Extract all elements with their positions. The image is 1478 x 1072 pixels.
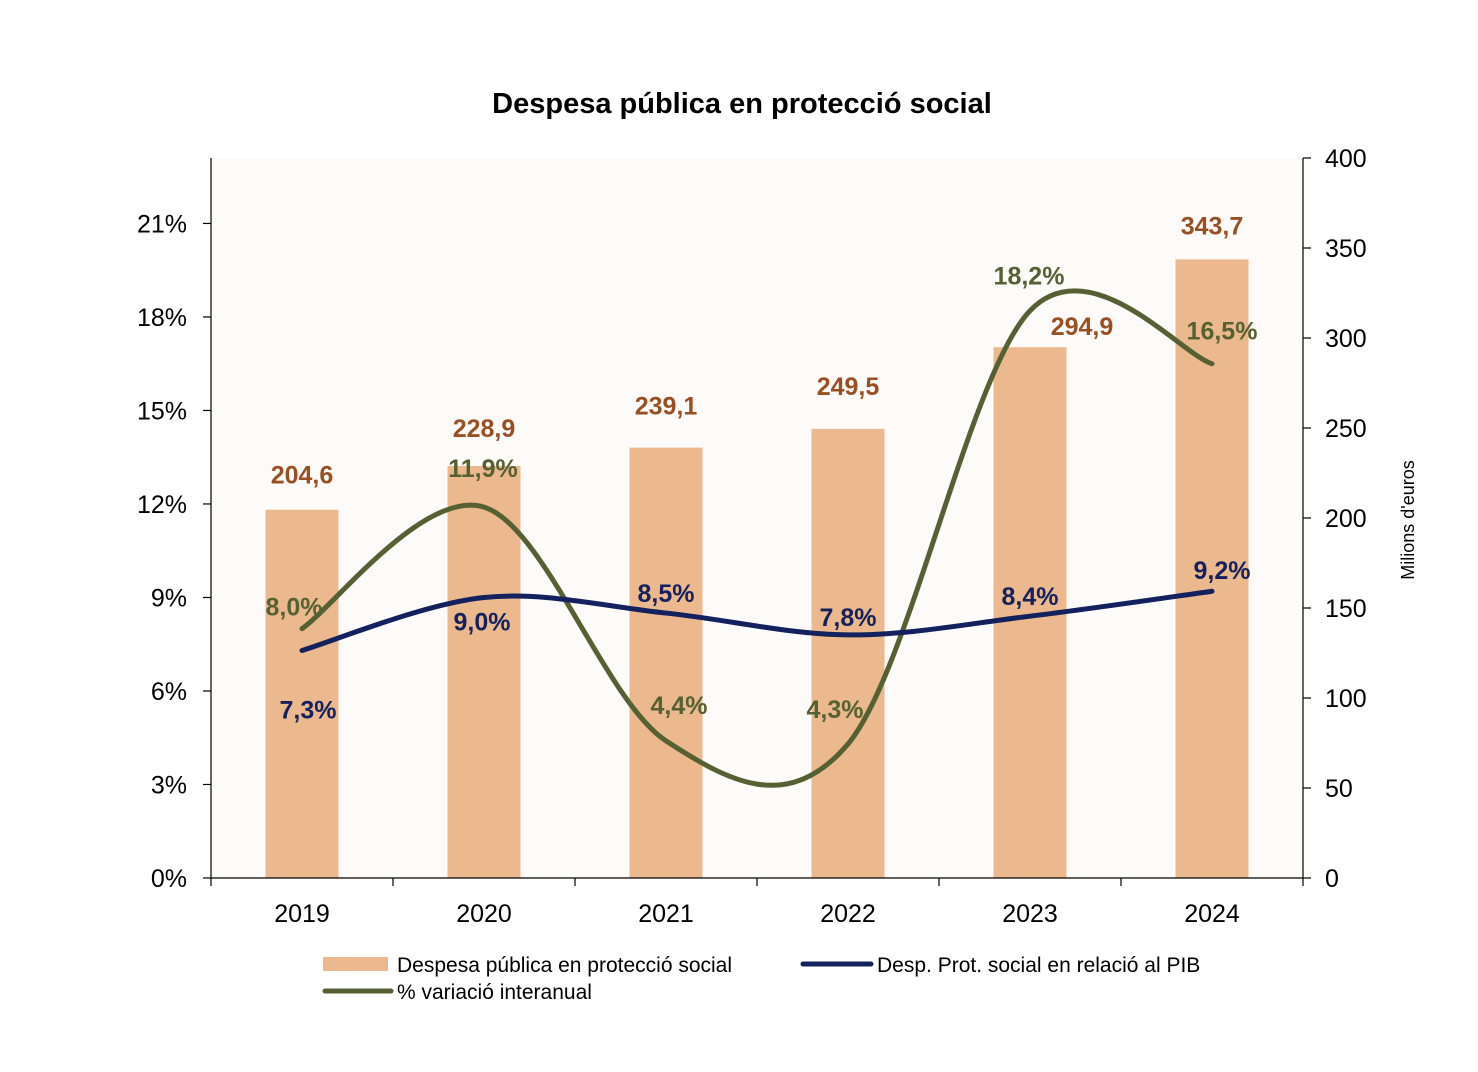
bar-label-2024: 343,7 [1181, 212, 1244, 240]
left-tick-label: 9% [151, 584, 187, 612]
x-tick-label-2021: 2021 [638, 900, 694, 928]
left-tick-label: 6% [151, 678, 187, 706]
right-tick-label: 250 [1325, 415, 1367, 443]
bar-label-2019: 204,6 [271, 462, 334, 490]
x-tick-label-2019: 2019 [274, 900, 330, 928]
bar-label-2020: 228,9 [453, 415, 516, 443]
bar-2020 [448, 466, 521, 878]
right-tick-label: 350 [1325, 235, 1367, 263]
legend-swatch-bar [323, 957, 388, 971]
variacio-label-2021: 4,4% [651, 692, 708, 720]
pib-label-2019: 7,3% [280, 696, 337, 724]
chart: Despesa pública en protecció social 0% 3%… [0, 0, 1478, 1072]
variacio-label-2020: 11,9% [448, 455, 518, 483]
left-tick-label: 21% [137, 210, 187, 238]
bar-2019 [266, 510, 339, 878]
x-tick-label-2022: 2022 [820, 900, 876, 928]
left-tick-label: 12% [137, 491, 187, 519]
bar-label-2022: 249,5 [817, 373, 880, 401]
legend: Despesa pública en protecció social Desp.… [323, 954, 1200, 1004]
legend-label-bar: Despesa pública en protecció social [397, 954, 732, 977]
right-axis-label: Milions d'euros [1398, 460, 1418, 580]
variacio-label-2023: 18,2% [994, 263, 1065, 291]
left-tick-label: 15% [137, 397, 187, 425]
left-tick-label: 3% [151, 771, 187, 799]
right-tick-label: 100 [1325, 685, 1367, 713]
right-tick-label: 200 [1325, 505, 1367, 533]
x-tick-label-2020: 2020 [456, 900, 512, 928]
bar-label-2021: 239,1 [635, 393, 698, 421]
right-tick-label: 150 [1325, 595, 1367, 623]
pib-label-2024: 9,2% [1194, 557, 1251, 585]
bar-label-2023: 294,9 [1051, 313, 1114, 341]
x-tick-label-2023: 2023 [1002, 900, 1058, 928]
bar-2021 [630, 448, 703, 878]
pib-label-2023: 8,4% [1002, 583, 1059, 611]
right-tick-label: 400 [1325, 145, 1367, 173]
left-tick-label: 0% [151, 865, 187, 893]
variacio-label-2019: 8,0% [266, 594, 323, 622]
pib-label-2022: 7,8% [820, 604, 877, 632]
left-tick-label: 18% [137, 304, 187, 332]
right-tick-label: 300 [1325, 325, 1367, 353]
bar-2022 [812, 429, 885, 878]
variacio-label-2022: 4,3% [807, 696, 864, 724]
legend-label-pib: Desp. Prot. social en relació al PIB [877, 954, 1200, 977]
pib-label-2020: 9,0% [454, 608, 511, 636]
variacio-label-2024: 16,5% [1187, 318, 1258, 346]
plot-area [211, 158, 1303, 878]
pib-label-2021: 8,5% [638, 580, 695, 608]
legend-label-variacio: % variació interanual [397, 981, 592, 1004]
chart-title: Despesa pública en protecció social [492, 88, 992, 120]
right-tick-label: 50 [1325, 775, 1353, 803]
right-tick-label: 0 [1325, 865, 1339, 893]
x-tick-label-2024: 2024 [1184, 900, 1240, 928]
